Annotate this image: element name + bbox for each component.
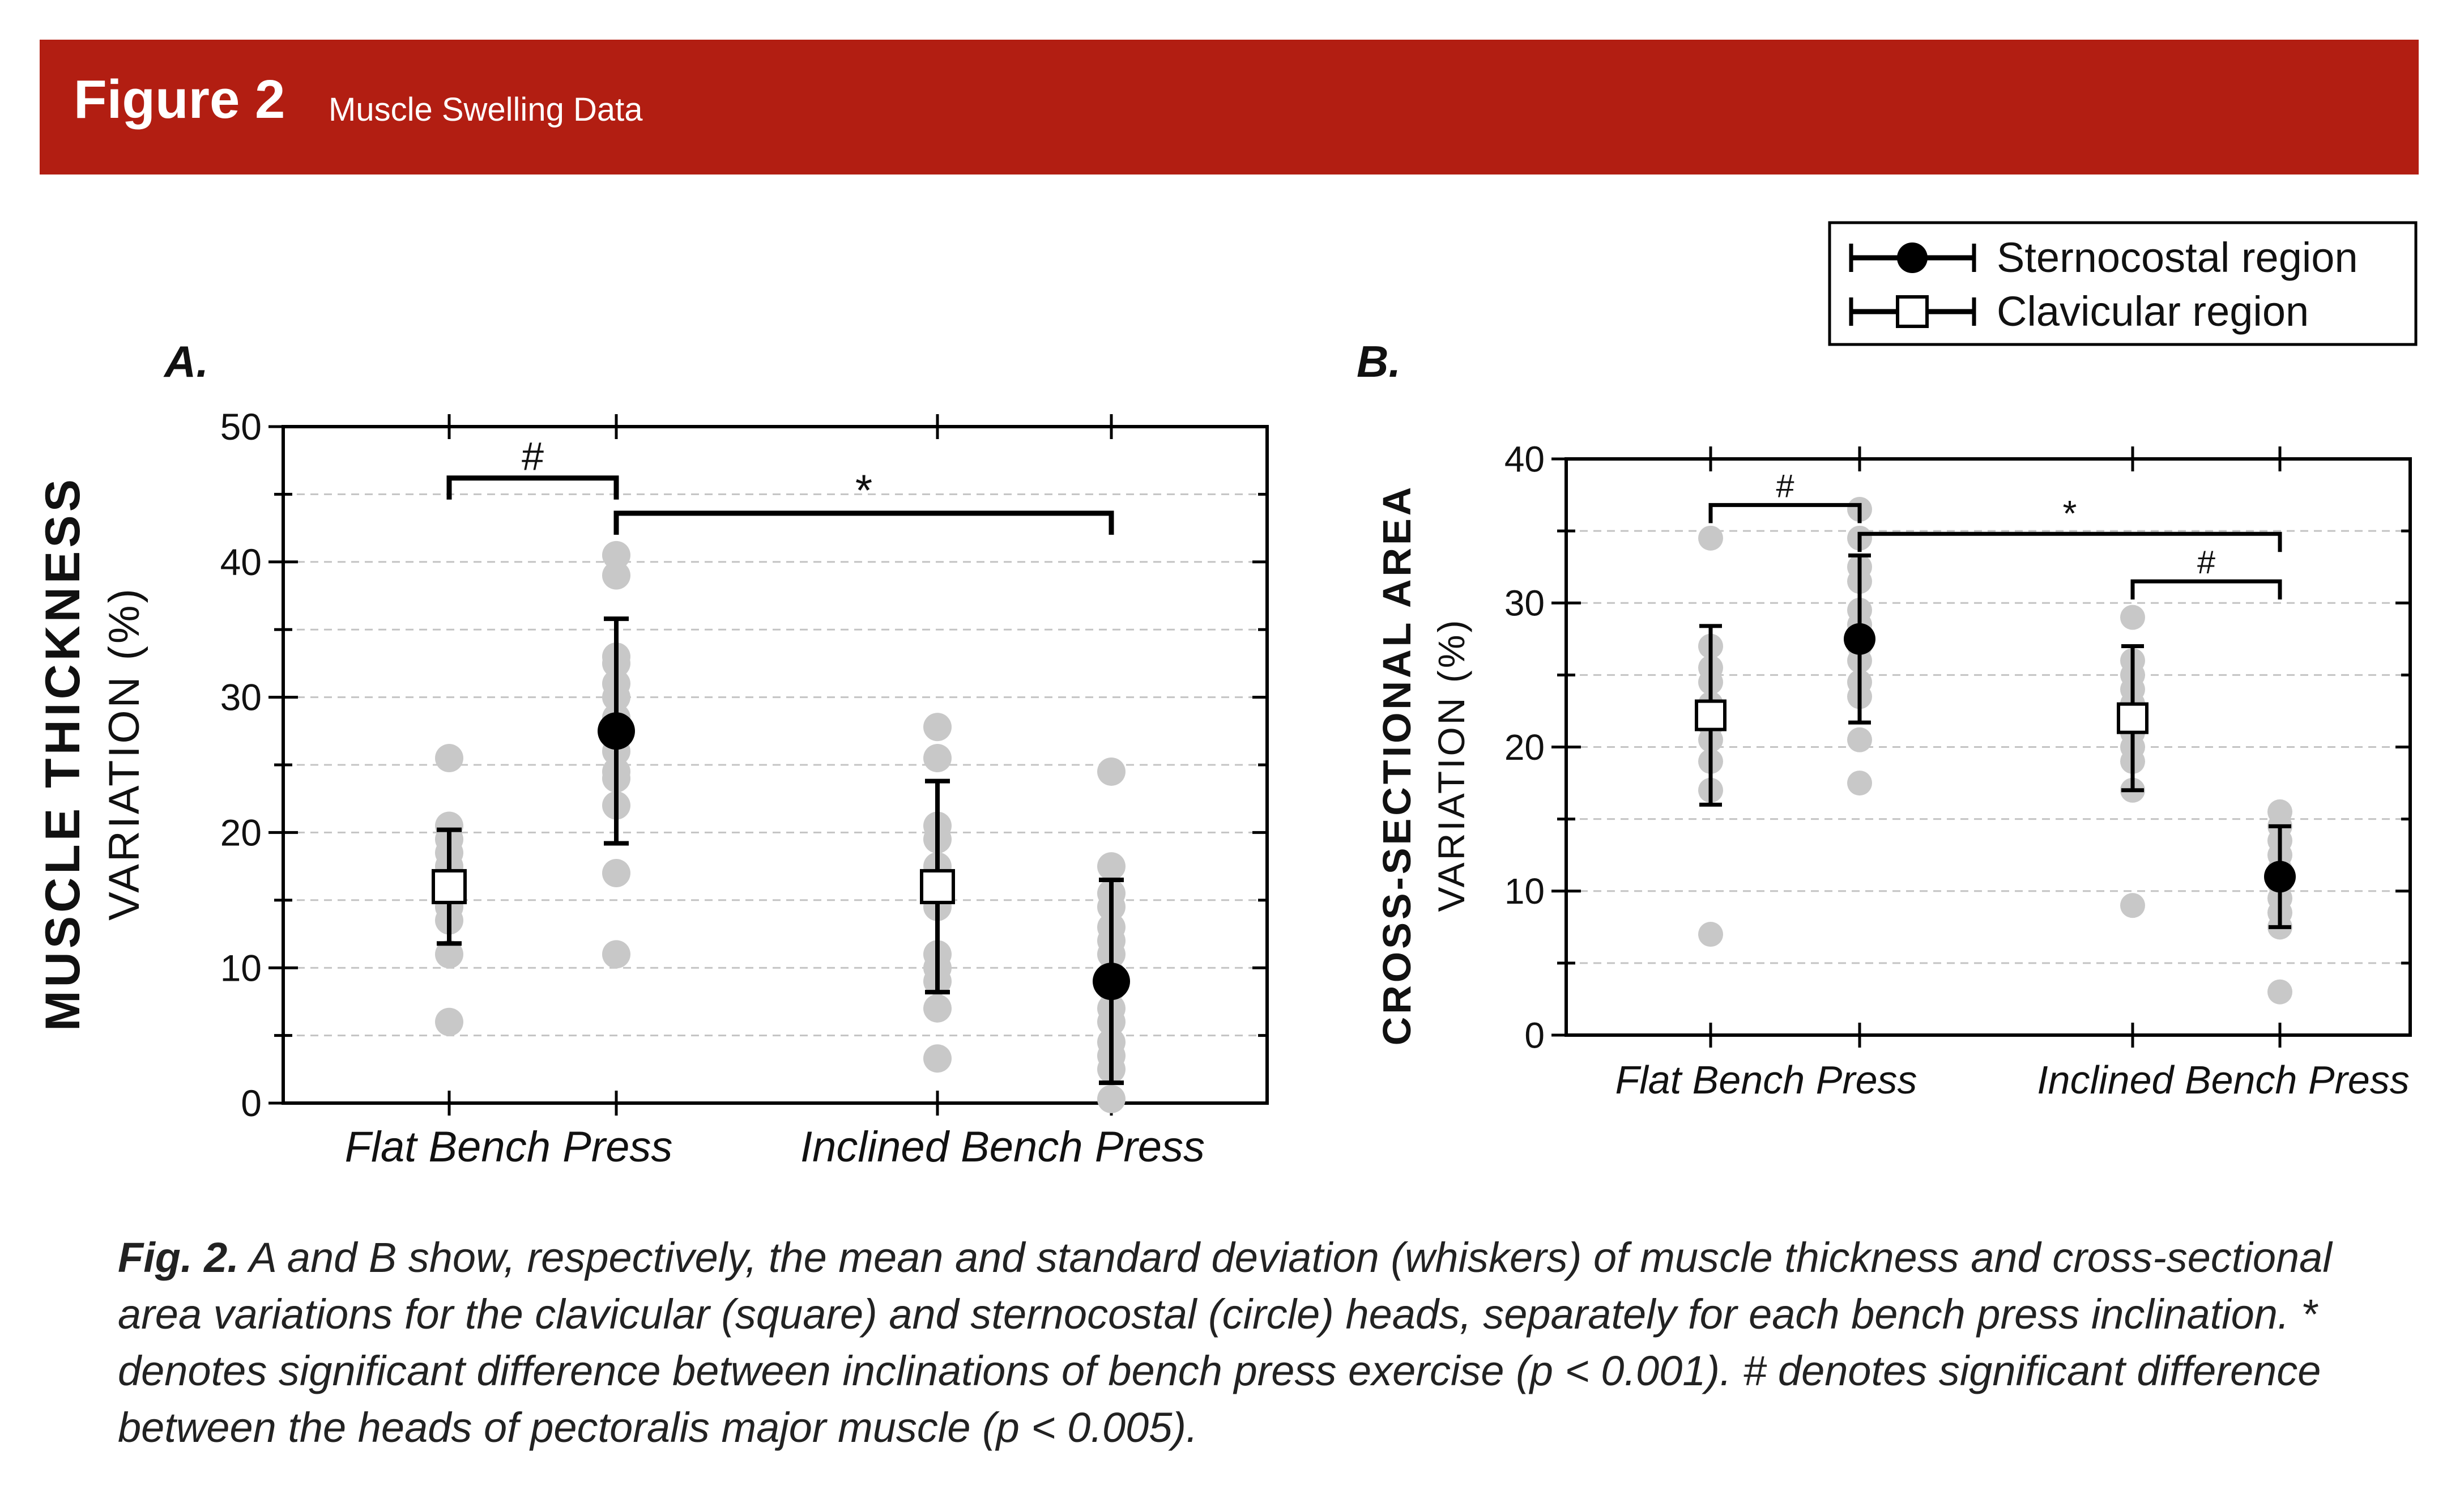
- individual-point: [1847, 771, 1872, 796]
- individual-point: [435, 744, 463, 773]
- significance-bracket: [1708, 503, 1862, 524]
- significance-symbol: #: [2197, 544, 2215, 581]
- individual-point: [1097, 1084, 1126, 1113]
- panel-b-ylabel-line1: CROSS-SECTIONAL AREA: [1375, 484, 1419, 1046]
- y-tick-label: 0: [1524, 1015, 1545, 1056]
- mean-marker-clavicular: [2117, 702, 2148, 734]
- mean-marker-sternocostal: [2264, 861, 2296, 893]
- individual-point: [602, 561, 630, 590]
- legend-marker-sternocostal: [1849, 242, 1976, 273]
- individual-point: [2120, 605, 2145, 630]
- mean-marker-clavicular: [432, 869, 467, 904]
- significance-symbol: *: [855, 465, 872, 515]
- individual-point: [602, 859, 630, 888]
- individual-point: [923, 744, 952, 773]
- significance-bracket: [1857, 531, 2282, 552]
- individual-point: [923, 994, 952, 1023]
- panel-a-xtick-flat: Flat Bench Press: [345, 1123, 673, 1171]
- individual-point: [1097, 852, 1126, 881]
- individual-point: [1698, 525, 1723, 551]
- y-tick-label: 0: [241, 1082, 262, 1124]
- caption-text: A and B show, respectively, the mean and…: [118, 1234, 2332, 1451]
- y-tick-label: 40: [220, 541, 262, 583]
- panel-a-ylabel-line1: MUSCLE THICKNESS: [36, 476, 90, 1031]
- legend: Sternocostal region Clavicular region: [1828, 221, 2418, 346]
- significance-bracket: [613, 510, 1114, 535]
- individual-point: [1698, 922, 1723, 947]
- y-tick-label: 40: [1504, 439, 1545, 479]
- panel-b-xtick-flat: Flat Bench Press: [1615, 1058, 1917, 1102]
- significance-symbol: #: [522, 434, 544, 479]
- figure-charts: Sternocostal region Clavicular region A.…: [36, 221, 2418, 1171]
- legend-marker-clavicular: [1849, 295, 1976, 328]
- figure-caption: Fig. 2. A and B show, respectively, the …: [118, 1229, 2418, 1456]
- mean-marker-clavicular: [920, 869, 955, 904]
- panel-a-ylabel-line2: VARIATION (%): [100, 586, 148, 921]
- y-tick-label: 30: [220, 676, 262, 718]
- figure-title: Figure 2: [74, 69, 285, 130]
- legend-label-clavicular: Clavicular region: [1997, 288, 2309, 335]
- individual-point: [435, 940, 463, 969]
- panel-a-xtick-inclined: Inclined Bench Press: [800, 1123, 1205, 1171]
- y-tick-label: 10: [1504, 871, 1545, 912]
- individual-point: [923, 713, 952, 742]
- significance-symbol: *: [2063, 493, 2077, 534]
- individual-point: [923, 1044, 952, 1073]
- significance-symbol: #: [1776, 468, 1794, 504]
- panel-b-ylabel-line2: VARIATION (%): [1430, 618, 1472, 912]
- mean-marker-sternocostal: [1844, 623, 1875, 655]
- panel-b-xtick-inclined: Inclined Bench Press: [2037, 1058, 2410, 1102]
- panel-b-label: B.: [1357, 337, 1401, 386]
- significance-bracket: [446, 475, 619, 500]
- individual-point: [1097, 757, 1126, 786]
- y-tick-label: 30: [1504, 583, 1545, 624]
- figure-header-banner: Figure 2 Muscle Swelling Data: [40, 40, 2419, 175]
- significance-bracket: [2130, 579, 2282, 600]
- panel-a-label: A.: [163, 337, 208, 386]
- y-tick-label: 10: [220, 947, 262, 989]
- mean-marker-clavicular: [1695, 699, 1726, 731]
- individual-point: [2267, 979, 2292, 1005]
- individual-point: [602, 541, 630, 569]
- individual-point: [435, 1007, 463, 1036]
- individual-point: [1847, 727, 1872, 752]
- mean-marker-sternocostal: [1093, 963, 1130, 1001]
- panel-b-chart: 0 10 20 30 40 # * #: [1504, 439, 2412, 1056]
- caption-label: Fig. 2.: [118, 1234, 239, 1281]
- y-tick-label: 50: [220, 406, 262, 448]
- legend-label-sternocostal: Sternocostal region: [1997, 234, 2358, 281]
- panel-a-chart: 0 10 20 30 40 50 # *: [220, 406, 1269, 1124]
- individual-point: [2120, 893, 2145, 918]
- y-tick-label: 20: [220, 812, 262, 854]
- mean-marker-sternocostal: [598, 712, 635, 750]
- individual-point: [602, 940, 630, 969]
- y-tick-label: 20: [1504, 727, 1545, 768]
- figure-subtitle: Muscle Swelling Data: [329, 91, 643, 128]
